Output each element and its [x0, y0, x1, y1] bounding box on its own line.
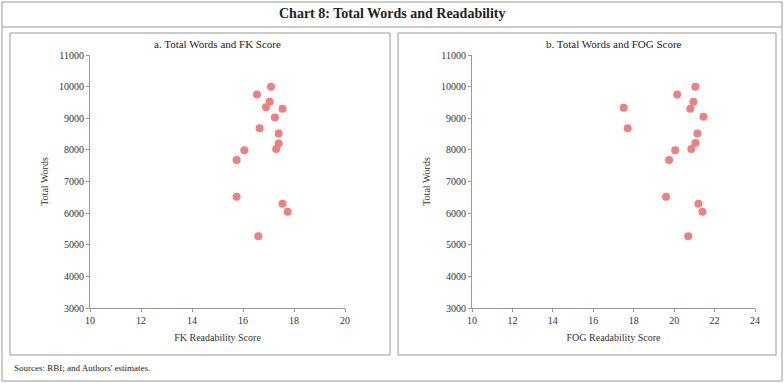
svg-text:5000: 5000 — [64, 239, 84, 250]
svg-text:10: 10 — [85, 315, 95, 326]
svg-text:7000: 7000 — [446, 176, 466, 187]
svg-text:FK Readability Score: FK Readability Score — [174, 332, 261, 343]
svg-text:4000: 4000 — [64, 271, 84, 282]
svg-text:20: 20 — [340, 315, 350, 326]
svg-text:8000: 8000 — [446, 144, 466, 155]
svg-text:18: 18 — [629, 315, 639, 326]
svg-text:6000: 6000 — [64, 208, 84, 219]
svg-text:9000: 9000 — [446, 113, 466, 124]
svg-text:11000: 11000 — [59, 50, 84, 61]
svg-text:16: 16 — [588, 315, 598, 326]
svg-text:14: 14 — [187, 315, 197, 326]
svg-text:5000: 5000 — [446, 239, 466, 250]
svg-text:a. Total Words and FK Score: a. Total Words and FK Score — [154, 38, 281, 50]
svg-text:12: 12 — [136, 315, 146, 326]
svg-text:16: 16 — [238, 315, 248, 326]
svg-text:24: 24 — [750, 315, 760, 326]
svg-text:12: 12 — [507, 315, 517, 326]
svg-text:3000: 3000 — [64, 303, 84, 314]
svg-text:b. Total Words and FOG Score: b. Total Words and FOG Score — [546, 38, 682, 50]
svg-text:Total Words: Total Words — [421, 157, 432, 206]
svg-text:18: 18 — [289, 315, 299, 326]
svg-text:20: 20 — [669, 315, 679, 326]
svg-text:10000: 10000 — [441, 81, 466, 92]
svg-text:Total Words: Total Words — [39, 157, 50, 206]
svg-text:10: 10 — [467, 315, 477, 326]
svg-text:22: 22 — [710, 315, 720, 326]
svg-text:9000: 9000 — [64, 113, 84, 124]
svg-text:10000: 10000 — [59, 81, 84, 92]
svg-text:7000: 7000 — [64, 176, 84, 187]
svg-text:8000: 8000 — [64, 144, 84, 155]
svg-text:3000: 3000 — [446, 303, 466, 314]
svg-text:6000: 6000 — [446, 208, 466, 219]
svg-text:Chart 8: Total Words and Reada: Chart 8: Total Words and Readability — [279, 6, 506, 21]
svg-text:14: 14 — [548, 315, 558, 326]
svg-text:FOG Readability Score: FOG Readability Score — [567, 332, 661, 343]
svg-text:4000: 4000 — [446, 271, 466, 282]
svg-text:Sources: RBI; and Authors' est: Sources: RBI; and Authors' estimates. — [14, 363, 150, 373]
svg-text:11000: 11000 — [441, 50, 466, 61]
